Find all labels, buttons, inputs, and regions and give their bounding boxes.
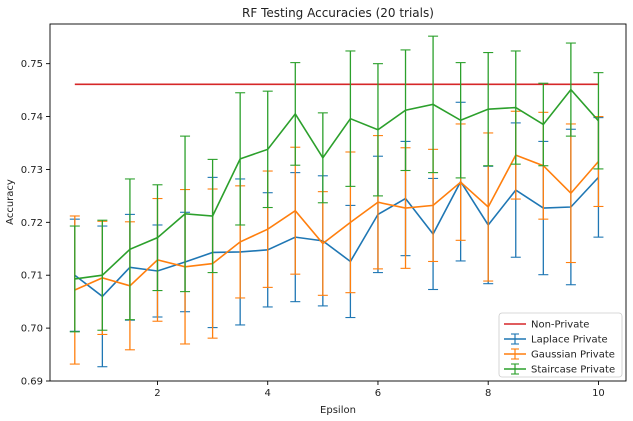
x-axis: 2 4 6 8 10: [154, 381, 605, 399]
chart-title: RF Testing Accuracies (20 trials): [242, 6, 434, 20]
legend-box: [498, 312, 623, 378]
legend-item-non-private: Non-Private: [504, 320, 589, 331]
laplace-private-line: [74, 176, 600, 298]
y-axis: 0.69 0.70 0.71 0.72 0.73 0.74 0.75: [21, 59, 50, 388]
y-tick-label: 0.75: [21, 59, 43, 70]
legend-item-gaussian-private: Gaussian Private: [504, 348, 615, 361]
legend-label: Staircase Private: [531, 365, 615, 376]
x-axis-label: Epsilon: [320, 405, 356, 416]
legend-label: Gaussian Private: [531, 350, 615, 361]
staircase-private-line: [74, 88, 600, 280]
staircase-private-series: [69, 35, 604, 333]
x-tick-label: 8: [485, 388, 491, 399]
y-tick-label: 0.73: [21, 165, 43, 176]
legend-label: Laplace Private: [531, 335, 608, 346]
legend: Non-Private Laplace Private Gaussian Priva…: [498, 312, 623, 378]
y-tick-label: 0.72: [21, 218, 43, 229]
y-tick-label: 0.70: [21, 324, 43, 335]
x-tick-label: 6: [375, 388, 381, 399]
x-tick-label: 2: [154, 388, 160, 399]
plot-frame: [49, 23, 627, 382]
x-tick-label: 4: [265, 388, 271, 399]
y-tick-label: 0.71: [21, 271, 43, 282]
y-tick-label: 0.69: [21, 377, 43, 388]
legend-label: Non-Private: [531, 320, 589, 331]
plot-area: [69, 35, 604, 368]
y-axis-label: Accuracy: [5, 179, 16, 225]
y-tick-label: 0.74: [21, 112, 43, 123]
x-tick-label: 10: [592, 388, 605, 399]
legend-item-laplace-private: Laplace Private: [504, 333, 608, 346]
legend-item-staircase-private: Staircase Private: [504, 363, 615, 376]
